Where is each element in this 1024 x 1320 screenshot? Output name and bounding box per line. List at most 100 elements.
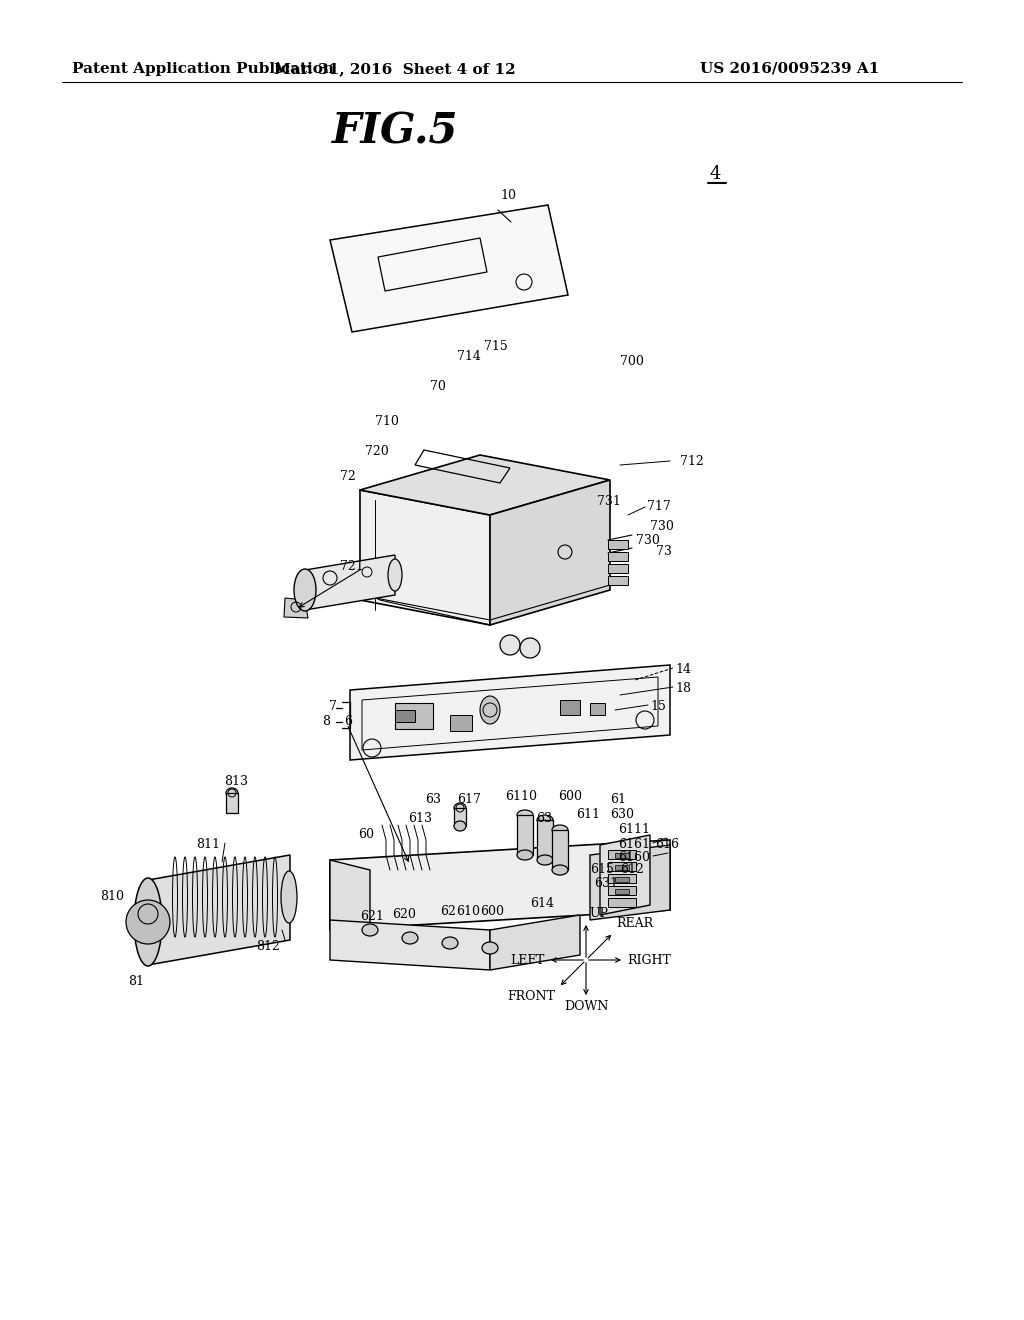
Text: 721: 721 — [340, 560, 364, 573]
Bar — [608, 874, 636, 883]
Ellipse shape — [388, 558, 402, 591]
Ellipse shape — [454, 821, 466, 832]
Polygon shape — [350, 665, 670, 760]
Ellipse shape — [226, 788, 238, 799]
Text: REAR: REAR — [616, 916, 653, 929]
Text: 6160: 6160 — [618, 851, 650, 865]
Text: 6111: 6111 — [618, 822, 650, 836]
Bar — [395, 704, 433, 729]
Ellipse shape — [362, 924, 378, 936]
Polygon shape — [360, 455, 610, 515]
Text: 61: 61 — [610, 793, 626, 807]
Polygon shape — [360, 490, 490, 624]
Ellipse shape — [294, 569, 316, 611]
Ellipse shape — [537, 855, 553, 865]
Text: 81: 81 — [128, 975, 144, 987]
Text: 812: 812 — [256, 940, 280, 953]
Text: 631: 631 — [594, 876, 618, 890]
Text: DOWN: DOWN — [564, 1001, 608, 1012]
Text: 10: 10 — [500, 189, 516, 202]
Text: 720: 720 — [365, 445, 389, 458]
Text: 8: 8 — [322, 715, 330, 729]
Bar — [615, 865, 629, 870]
Bar — [608, 540, 628, 549]
Text: 600: 600 — [558, 789, 582, 803]
Text: 6110: 6110 — [505, 789, 537, 803]
Text: 18: 18 — [675, 682, 691, 696]
Bar — [517, 814, 534, 855]
Text: 710: 710 — [375, 414, 399, 428]
Bar — [608, 862, 636, 871]
Text: 620: 620 — [392, 908, 416, 921]
Bar — [450, 715, 472, 731]
Ellipse shape — [281, 871, 297, 923]
Text: RIGHT: RIGHT — [627, 953, 671, 966]
Text: 72: 72 — [340, 470, 355, 483]
Text: 811: 811 — [196, 838, 220, 851]
Bar — [615, 888, 629, 894]
Text: 600: 600 — [480, 906, 504, 917]
Text: 6: 6 — [344, 715, 352, 729]
Text: 617: 617 — [457, 793, 481, 807]
Circle shape — [126, 900, 170, 944]
Text: 613: 613 — [408, 812, 432, 825]
Bar — [395, 710, 415, 722]
Text: 616: 616 — [655, 838, 679, 851]
Ellipse shape — [454, 803, 466, 813]
Text: 7: 7 — [329, 700, 337, 713]
Text: 614: 614 — [530, 898, 554, 909]
Ellipse shape — [134, 878, 162, 966]
Text: UP: UP — [589, 907, 608, 920]
Text: FRONT: FRONT — [508, 990, 556, 1003]
Ellipse shape — [552, 825, 568, 836]
Bar — [608, 886, 636, 895]
Bar — [608, 576, 628, 585]
Text: 63: 63 — [425, 793, 441, 807]
Text: 810: 810 — [100, 890, 124, 903]
Bar — [454, 808, 466, 826]
Text: 714: 714 — [457, 350, 481, 363]
Ellipse shape — [517, 850, 534, 861]
Text: LEFT: LEFT — [511, 953, 545, 966]
Ellipse shape — [480, 696, 500, 723]
Bar — [608, 898, 636, 907]
Text: 615: 615 — [590, 863, 613, 876]
Bar — [608, 850, 636, 859]
Text: 700: 700 — [620, 355, 644, 368]
Polygon shape — [330, 920, 490, 970]
Ellipse shape — [402, 932, 418, 944]
Text: 4: 4 — [710, 165, 721, 183]
Text: 717: 717 — [647, 500, 671, 513]
Text: 813: 813 — [224, 775, 248, 788]
Bar — [226, 793, 238, 813]
Text: 63: 63 — [536, 812, 552, 825]
Bar — [608, 564, 628, 573]
Polygon shape — [305, 554, 395, 610]
Text: 730: 730 — [636, 535, 659, 546]
Polygon shape — [600, 836, 650, 915]
Text: FIG.5: FIG.5 — [332, 110, 459, 152]
Polygon shape — [284, 598, 308, 618]
Polygon shape — [330, 205, 568, 333]
Text: 712: 712 — [680, 455, 703, 469]
Polygon shape — [148, 855, 290, 965]
Ellipse shape — [537, 814, 553, 825]
Ellipse shape — [552, 865, 568, 875]
Bar — [615, 853, 629, 858]
Text: 731: 731 — [597, 495, 621, 508]
Bar — [537, 820, 553, 861]
Text: 612: 612 — [620, 863, 644, 876]
Text: 730: 730 — [650, 520, 674, 533]
Text: Patent Application Publication: Patent Application Publication — [72, 62, 334, 77]
Text: 62: 62 — [440, 906, 456, 917]
Bar — [615, 876, 629, 882]
Text: US 2016/0095239 A1: US 2016/0095239 A1 — [700, 62, 880, 77]
Ellipse shape — [442, 937, 458, 949]
Text: Mar. 31, 2016  Sheet 4 of 12: Mar. 31, 2016 Sheet 4 of 12 — [274, 62, 516, 77]
Text: 715: 715 — [484, 341, 508, 352]
Polygon shape — [490, 915, 580, 970]
Bar — [552, 830, 568, 870]
Text: 73: 73 — [656, 545, 672, 558]
Ellipse shape — [482, 942, 498, 954]
Text: 60: 60 — [358, 828, 374, 841]
